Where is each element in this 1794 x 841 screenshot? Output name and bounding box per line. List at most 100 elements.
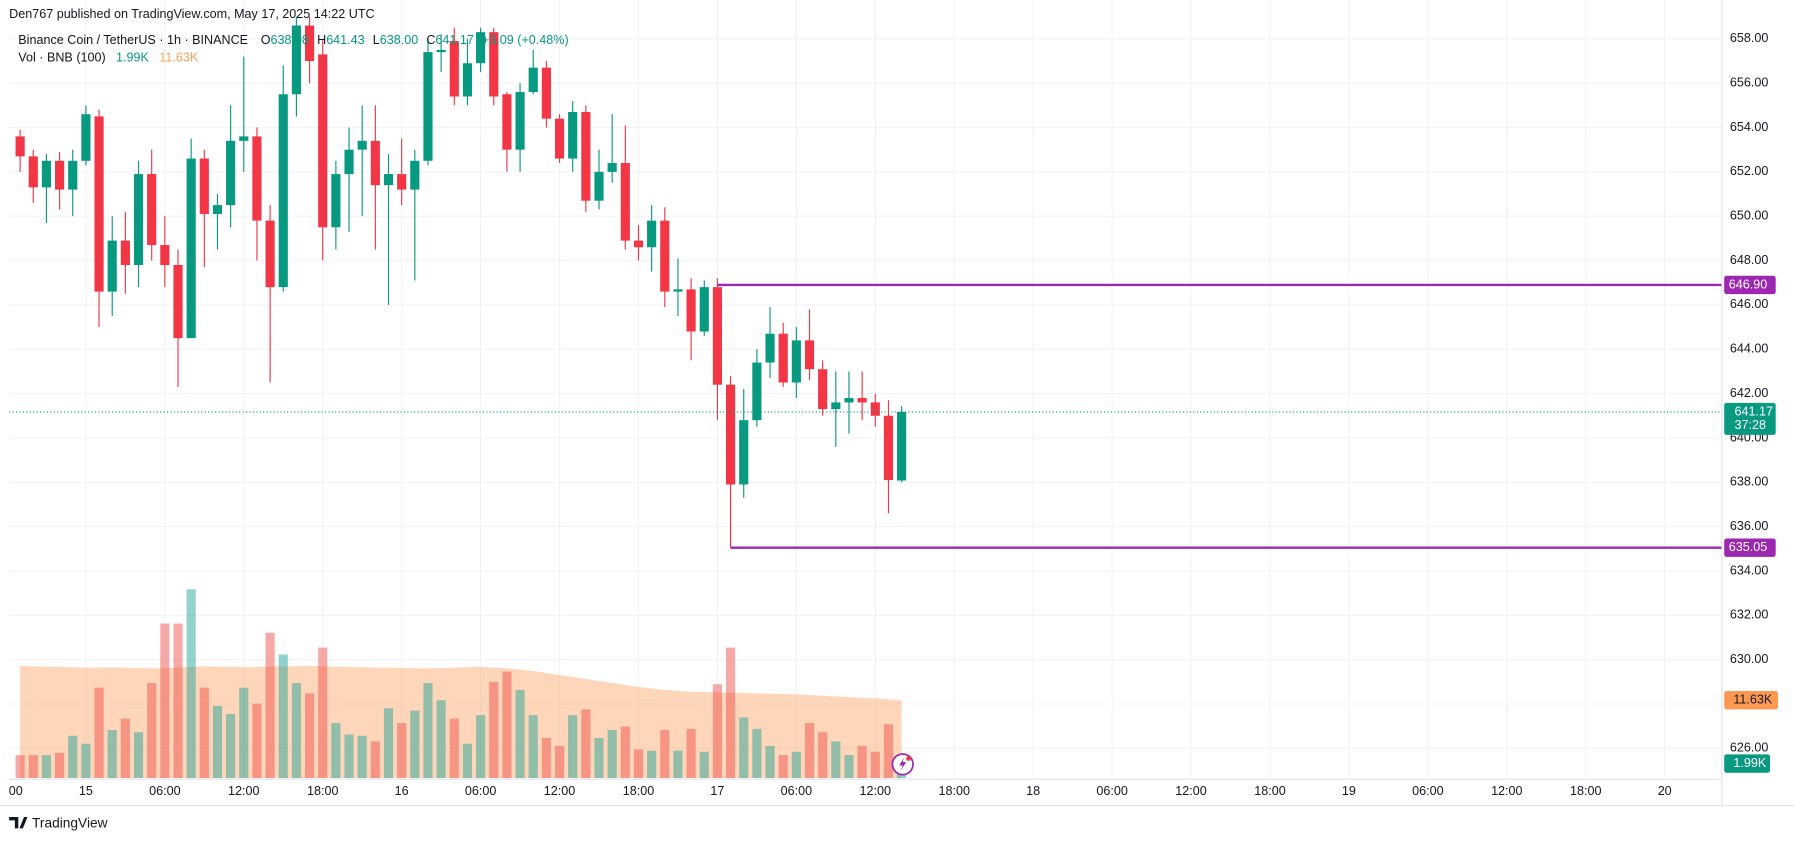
x-tick-label: 18:00 — [623, 784, 654, 798]
volume-bar — [68, 735, 78, 779]
volume-legend: Vol · BNB (100) 1.99K 11.63K — [18, 51, 199, 65]
candle-body — [410, 160, 420, 190]
volume-bar — [55, 752, 65, 779]
axes-layer: 18:00 15 06:00 12:00 18:00 16 06:00 12:00 18:00 1… — [9, 784, 1672, 798]
lightning-icon[interactable] — [891, 753, 914, 776]
candle-body — [568, 111, 578, 159]
x-tick-label: 12:00 — [228, 784, 259, 798]
candle-body — [383, 174, 394, 186]
candle-body — [844, 398, 854, 403]
candle-body — [239, 136, 249, 141]
candle-body — [397, 174, 407, 190]
volume-ma-label: 11.63K — [1733, 693, 1773, 707]
candle-body — [94, 116, 104, 292]
volume-ma-value: 11.63K — [159, 51, 199, 65]
candle-body — [804, 340, 815, 370]
grid-layer — [9, 0, 1722, 779]
candle-body — [515, 92, 525, 150]
x-tick-label: 17 — [710, 784, 724, 798]
marks-layer — [9, 16, 1722, 779]
candle-body — [15, 136, 25, 157]
candle-body — [370, 140, 380, 186]
brand-name: TradingView — [32, 815, 108, 830]
candle-body — [357, 140, 367, 150]
icon-bolt[interactable] — [899, 757, 907, 772]
symbol-title: Binance Coin / TetherUS · 1h · BINANCE — [18, 34, 248, 48]
volume-bar — [278, 654, 288, 779]
volume-bar — [752, 728, 762, 779]
candle-body — [620, 162, 630, 241]
candle-body — [739, 420, 749, 485]
candle-body — [778, 333, 788, 383]
candle-body — [791, 340, 801, 383]
y-tick-label: 644.00 — [1730, 342, 1768, 356]
volume-bar — [28, 755, 38, 779]
volume-bar — [186, 589, 196, 779]
volume-bar — [107, 729, 117, 779]
logo-mark — [9, 816, 28, 829]
volume-bar — [15, 755, 25, 779]
y-tick-label: 636.00 — [1730, 519, 1768, 533]
candle-body — [462, 63, 473, 97]
volume-bar — [344, 734, 354, 779]
ohlc-key: O — [261, 34, 271, 48]
x-tick-label: 18 — [1026, 784, 1040, 798]
candle-body — [133, 174, 144, 265]
volume-bar — [554, 745, 565, 779]
candle-body — [147, 174, 157, 246]
volume-bar — [120, 718, 130, 779]
candle-body — [765, 333, 775, 363]
volume-bar — [291, 683, 301, 779]
volume-bar — [173, 623, 183, 779]
volume-bar — [647, 750, 657, 779]
candle-body — [699, 287, 709, 332]
volume-bar — [725, 647, 736, 779]
candle-body — [870, 402, 880, 416]
volume-bar — [633, 749, 644, 779]
y-tick-label: 656.00 — [1730, 76, 1768, 90]
y-tick-label: 652.00 — [1730, 164, 1768, 178]
candle-body — [68, 160, 78, 190]
volume-bar — [541, 738, 551, 779]
volume-bar — [252, 703, 262, 779]
volume-bar — [489, 681, 499, 779]
candle-body — [120, 240, 130, 265]
y-tick-label: 634.00 — [1730, 563, 1768, 577]
y-tick-label: 650.00 — [1730, 209, 1768, 223]
x-tick-label: 06:00 — [465, 784, 496, 798]
volume-bar — [778, 755, 788, 779]
volume-bar — [397, 723, 407, 779]
x-tick-label: 12:00 — [1491, 784, 1522, 798]
x-tick-label: 12:00 — [860, 784, 891, 798]
x-tick-label: 18:00 — [1570, 784, 1601, 798]
volume-bar — [436, 700, 446, 779]
y-tick-label: 626.00 — [1730, 741, 1768, 755]
volume-bar — [870, 751, 880, 779]
y-tick-label: 630.00 — [1730, 652, 1768, 666]
candle-body — [252, 136, 262, 221]
volume-bar — [686, 728, 696, 779]
volume-value: 1.99K — [116, 51, 149, 65]
legend-line: Binance Coin / TetherUS · 1h · BINANCE O… — [18, 34, 568, 48]
volume-bar — [239, 687, 249, 779]
icon-dot[interactable] — [906, 756, 911, 761]
ohlc-value: 638.00 — [380, 34, 418, 48]
volume-bar — [818, 732, 828, 779]
candle-body — [554, 118, 565, 159]
candle-body — [633, 240, 644, 248]
candle-body — [226, 140, 236, 206]
candle-body — [449, 41, 459, 97]
volume-bar — [607, 729, 617, 779]
volume-bar — [304, 693, 315, 779]
candle-body — [436, 49, 446, 53]
x-tick-label: 18:00 — [307, 784, 338, 798]
volume-bar — [739, 717, 749, 779]
volume-bar — [449, 718, 459, 779]
volume-bar — [212, 705, 223, 779]
volume-bar — [331, 723, 341, 779]
candle-body — [344, 149, 354, 175]
volume-bar — [476, 715, 486, 779]
ohlc-value: 638.08 — [271, 34, 309, 48]
volume-bar — [581, 709, 591, 779]
